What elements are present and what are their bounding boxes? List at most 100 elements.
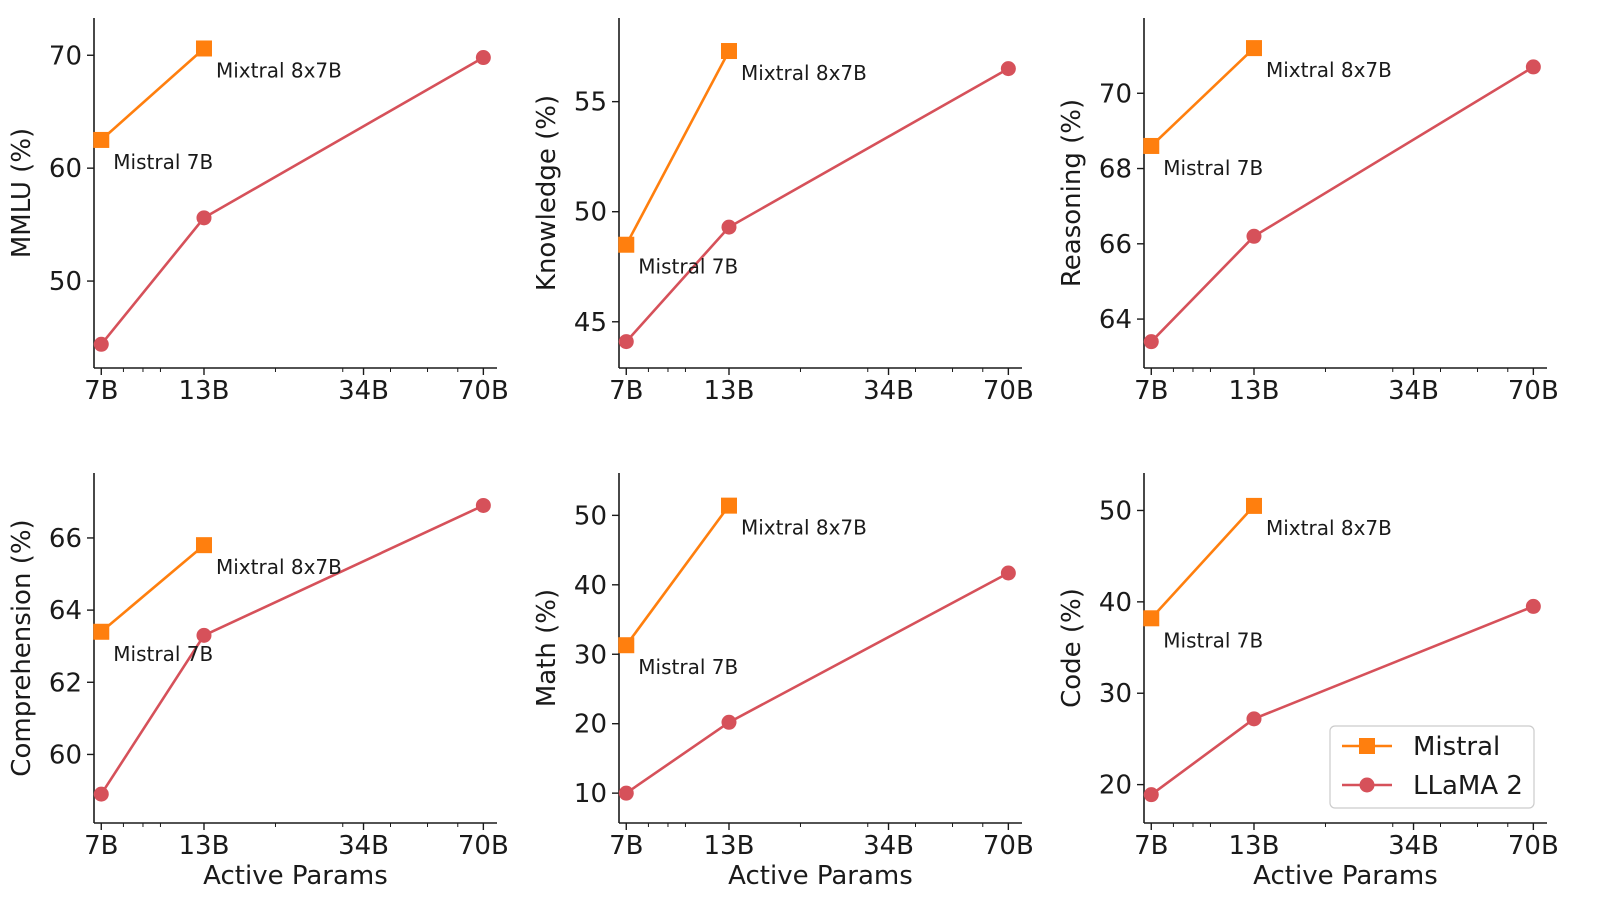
panel-reasoning: 7B 13B 34B 70B 64 66 68 70 Reasoning (%) Mistral … bbox=[1057, 18, 1559, 406]
x-tick-label: 34B bbox=[863, 831, 914, 861]
annotation-mistral-7b: Mistral 7B bbox=[1163, 156, 1263, 180]
point-mistral bbox=[720, 43, 737, 60]
point-mistral bbox=[93, 131, 110, 148]
point-mistral bbox=[195, 537, 212, 554]
panel-mmlu: 7B 13B 34B 70B 50 60 70 MMLU (%) Mistral 7B Mixtr… bbox=[7, 18, 509, 406]
annotation-mistral-7b: Mistral 7B bbox=[1163, 628, 1263, 652]
series-line-llama-2 bbox=[100, 56, 485, 346]
point-llama-2 bbox=[1525, 598, 1541, 614]
point-llama-2 bbox=[721, 714, 737, 730]
x-tick-label: 70B bbox=[458, 376, 509, 406]
point-mistral bbox=[1143, 137, 1160, 154]
point-llama-2 bbox=[1000, 61, 1016, 77]
legend-marker-llama-2 bbox=[1359, 777, 1375, 793]
y-axis-label: Reasoning (%) bbox=[1057, 99, 1087, 287]
y-tick-label: 66 bbox=[49, 524, 82, 554]
x-axis-label: Active Params bbox=[728, 861, 913, 891]
x-tick-label: 70B bbox=[458, 831, 509, 861]
x-tick-label: 70B bbox=[1508, 831, 1559, 861]
point-mistral bbox=[618, 637, 635, 654]
point-llama-2 bbox=[196, 627, 212, 643]
x-axis-label: Active Params bbox=[1253, 861, 1438, 891]
annotation-mistral-7b: Mistral 7B bbox=[638, 255, 738, 279]
x-tick-label: 13B bbox=[704, 376, 755, 406]
y-tick-label: 70 bbox=[1099, 79, 1132, 109]
point-llama-2 bbox=[475, 497, 491, 513]
y-tick-label: 45 bbox=[574, 308, 607, 338]
x-tick-label: 34B bbox=[338, 376, 389, 406]
series-line-llama-2 bbox=[1150, 65, 1535, 343]
series-line-llama-2 bbox=[625, 571, 1010, 795]
panel-math: 7B 13B 34B 70B 10 20 30 40 50 Math (%) Active Para… bbox=[532, 473, 1034, 891]
x-tick-label: 13B bbox=[179, 376, 230, 406]
x-tick-label: 13B bbox=[1229, 376, 1280, 406]
y-tick-label: 60 bbox=[49, 154, 82, 184]
point-llama-2 bbox=[1525, 59, 1541, 75]
point-llama-2 bbox=[1000, 565, 1016, 581]
annotation-mixtral-8x7b: Mixtral 8x7B bbox=[741, 61, 867, 85]
point-llama-2 bbox=[1143, 787, 1159, 803]
x-tick-label: 34B bbox=[338, 831, 389, 861]
legend: Mistral LLaMA 2 bbox=[1329, 725, 1535, 809]
annotation-mistral-7b: Mistral 7B bbox=[113, 642, 213, 666]
y-tick-label: 30 bbox=[574, 640, 607, 670]
annotation-mixtral-8x7b: Mixtral 8x7B bbox=[216, 555, 342, 579]
x-tick-label: 7B bbox=[1134, 376, 1168, 406]
x-tick-label: 34B bbox=[1388, 376, 1439, 406]
y-tick-label: 62 bbox=[49, 668, 82, 698]
y-axis-label: MMLU (%) bbox=[7, 128, 37, 258]
panel-knowledge: 7B 13B 34B 70B 45 50 55 Knowledge (%) Mistral 7B… bbox=[532, 18, 1034, 406]
x-tick-label: 13B bbox=[704, 831, 755, 861]
series-line-mistral bbox=[625, 50, 731, 246]
annotation-mixtral-8x7b: Mixtral 8x7B bbox=[216, 58, 342, 82]
y-tick-label: 50 bbox=[49, 267, 82, 297]
y-axis-label: Knowledge (%) bbox=[532, 95, 562, 291]
point-llama-2 bbox=[1246, 228, 1262, 244]
series-line-mistral bbox=[100, 544, 205, 633]
x-tick-label: 13B bbox=[1229, 831, 1280, 861]
y-tick-label: 64 bbox=[1099, 305, 1132, 335]
y-tick-label: 30 bbox=[1099, 679, 1132, 709]
series-line-mistral bbox=[625, 504, 731, 646]
point-llama-2 bbox=[93, 786, 109, 802]
x-tick-label: 7B bbox=[84, 376, 118, 406]
legend-marker-mistral bbox=[1359, 738, 1375, 754]
x-tick-label: 70B bbox=[1508, 376, 1559, 406]
point-llama-2 bbox=[1246, 711, 1262, 727]
point-mistral bbox=[618, 236, 635, 253]
x-tick-label: 7B bbox=[84, 831, 118, 861]
y-tick-label: 55 bbox=[574, 88, 607, 118]
point-llama-2 bbox=[618, 785, 634, 801]
series-line-mistral bbox=[100, 47, 205, 141]
series-line-mistral bbox=[1150, 47, 1255, 147]
y-tick-label: 64 bbox=[49, 596, 82, 626]
y-axis-label: Comprehension (%) bbox=[7, 519, 37, 776]
y-tick-label: 50 bbox=[574, 501, 607, 531]
series-line-mistral bbox=[1150, 505, 1255, 620]
point-llama-2 bbox=[93, 336, 109, 352]
x-tick-label: 70B bbox=[983, 831, 1034, 861]
y-tick-label: 60 bbox=[49, 740, 82, 770]
x-tick-label: 34B bbox=[1388, 831, 1439, 861]
annotation-mixtral-8x7b: Mixtral 8x7B bbox=[1266, 516, 1392, 540]
y-tick-label: 50 bbox=[1099, 496, 1132, 526]
annotation-mistral-7b: Mistral 7B bbox=[113, 150, 213, 174]
point-llama-2 bbox=[618, 334, 634, 350]
x-tick-label: 7B bbox=[609, 376, 643, 406]
point-llama-2 bbox=[196, 210, 212, 226]
x-tick-label: 13B bbox=[179, 831, 230, 861]
x-axis-label: Active Params bbox=[203, 861, 388, 891]
legend-label-mistral: Mistral bbox=[1413, 732, 1500, 762]
y-tick-label: 10 bbox=[574, 779, 607, 809]
y-tick-label: 20 bbox=[1099, 771, 1132, 801]
annotation-mixtral-8x7b: Mixtral 8x7B bbox=[1266, 58, 1392, 82]
y-axis-label: Code (%) bbox=[1057, 588, 1087, 708]
x-tick-label: 34B bbox=[863, 376, 914, 406]
y-tick-label: 40 bbox=[1099, 588, 1132, 618]
y-axis-label: Math (%) bbox=[532, 589, 562, 707]
x-tick-label: 7B bbox=[609, 831, 643, 861]
y-tick-label: 40 bbox=[574, 571, 607, 601]
panel-code: 7B 13B 34B 70B 20 30 40 50 Code (%) Active Params… bbox=[1057, 473, 1559, 891]
point-mistral bbox=[1143, 610, 1160, 627]
